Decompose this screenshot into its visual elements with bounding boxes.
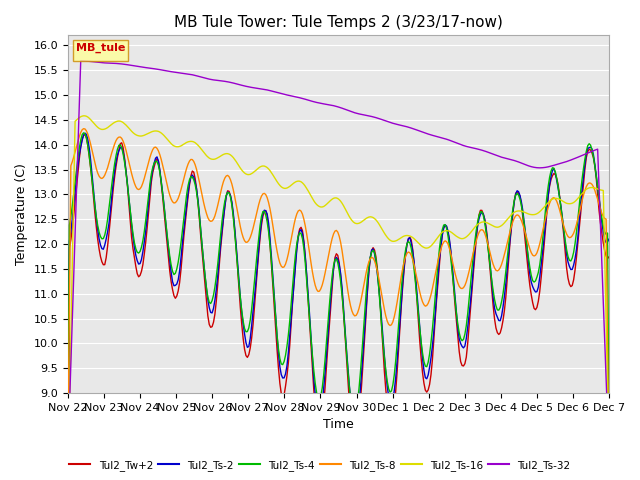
Title: MB Tule Tower: Tule Temps 2 (3/23/17-now): MB Tule Tower: Tule Temps 2 (3/23/17-now… [174,15,503,30]
X-axis label: Time: Time [323,419,354,432]
Legend: Tul2_Tw+2, Tul2_Ts-2, Tul2_Ts-4, Tul2_Ts-8, Tul2_Ts-16, Tul2_Ts-32: Tul2_Tw+2, Tul2_Ts-2, Tul2_Ts-4, Tul2_Ts… [65,456,575,475]
Y-axis label: Temperature (C): Temperature (C) [15,163,28,265]
Legend:  [73,40,128,61]
